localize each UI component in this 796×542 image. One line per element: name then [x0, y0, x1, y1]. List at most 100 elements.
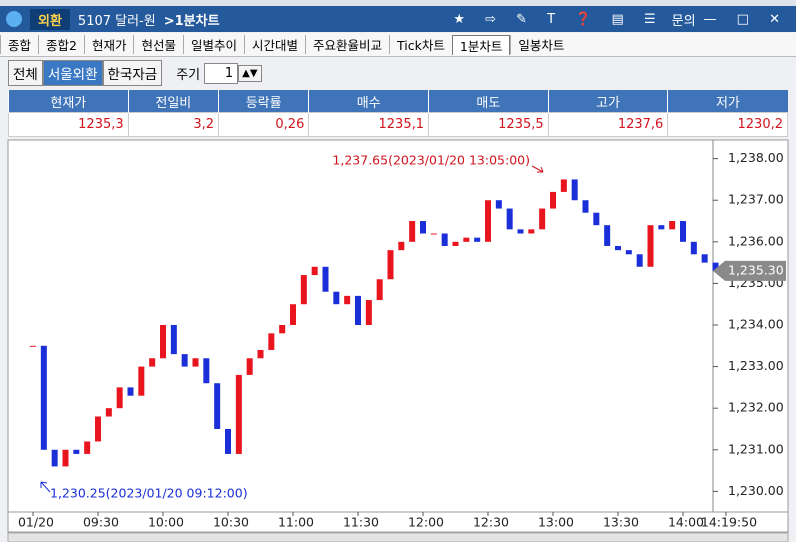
candle: [246, 358, 253, 375]
candle: [712, 262, 719, 271]
candle: [138, 366, 145, 396]
candle: [658, 225, 665, 230]
column-header: 현재가: [8, 90, 129, 113]
candle: [322, 266, 329, 292]
cell: 1230,2: [667, 112, 788, 137]
candle: [40, 345, 47, 450]
column-header: 전일비: [127, 90, 219, 113]
candle: [344, 295, 351, 305]
candle: [387, 250, 394, 280]
x-tick-label: 13:30: [603, 515, 639, 530]
tab[interactable]: 일별추이: [183, 35, 244, 54]
quote-table: 현재가 전일비 등락률 매수 매도 고가 저가 1235,3 3,2 0,26 1235,1 1235…: [8, 90, 788, 137]
tab[interactable]: 주요환율비교: [305, 35, 389, 54]
tab[interactable]: 현재가: [83, 35, 134, 54]
candle: [62, 449, 69, 467]
candle: [95, 416, 101, 442]
plot-area: [7, 139, 789, 513]
candle: [485, 200, 491, 242]
price-tag: [713, 260, 786, 281]
code[interactable]: 5107 달러-원: [77, 13, 156, 29]
filter-button[interactable]: 서울외환: [42, 60, 103, 86]
column-header: 고가: [547, 90, 668, 113]
y-tick-label: 1,232.00: [728, 400, 784, 415]
x-tick-label: 14:00: [668, 515, 704, 530]
candle: [636, 254, 643, 267]
x-tick-label: 12:30: [473, 515, 509, 530]
filter-button[interactable]: 한국자금: [102, 60, 163, 86]
price-tag-label: 1,235.30: [728, 262, 784, 277]
candle: [517, 229, 524, 234]
scrollbar: [7, 532, 789, 542]
cell: 3,2: [127, 112, 220, 137]
candle: [290, 304, 296, 325]
candle: [192, 358, 199, 367]
x-tick-label: 10:30: [213, 515, 249, 530]
candle: [127, 387, 134, 396]
candle: [506, 208, 513, 230]
column-header: 등락률: [217, 90, 309, 113]
cell: 1237,6: [547, 112, 669, 137]
x-tick-label: 13:00: [538, 515, 574, 530]
tool-icons[interactable]: ★ ⇨ ✎ T ❓ ▤ ☰: [453, 11, 664, 27]
low-arrow: [40, 481, 51, 493]
tab[interactable]: 일봉차트: [510, 35, 571, 54]
high-annotation: 1,237.65(2023/01/20 13:05:00): [332, 153, 530, 168]
y-tick-label: 1,236.00: [728, 233, 784, 248]
time-axis: [7, 511, 789, 533]
candle: [235, 374, 242, 454]
candle: [73, 449, 80, 454]
cell: 1235,1: [308, 112, 429, 137]
low-annotation: 1,230.25(2023/01/20 09:12:00): [50, 486, 248, 501]
y-tick-label: 1,230.00: [728, 483, 784, 498]
candle: [474, 237, 481, 242]
candle: [181, 354, 188, 367]
candle: [625, 250, 632, 255]
x-tick-label: 01/20: [18, 515, 54, 530]
candle: [30, 345, 36, 347]
x-tick-label: 10:00: [148, 515, 184, 530]
tab[interactable]: 현선물: [133, 35, 183, 54]
market[interactable]: 외환: [30, 8, 70, 30]
candle: [593, 212, 600, 226]
x-tick-label: 14:19:50: [701, 515, 757, 530]
spinner[interactable]: ▲▼: [238, 64, 262, 82]
filter-button[interactable]: 전체: [8, 60, 43, 86]
tab[interactable]: 종합2: [38, 35, 84, 54]
candle: [365, 300, 372, 325]
candle: [582, 200, 589, 213]
candle: [409, 221, 416, 242]
candle: [203, 358, 210, 384]
screen: >1분차트: [163, 13, 220, 29]
candle: [376, 279, 383, 301]
toolbar: 전체 서울외환 한국자금 주기 1 ▲▼: [0, 58, 796, 88]
candle: [333, 291, 340, 305]
candle: [214, 383, 221, 429]
candle: [571, 179, 578, 201]
candle: [225, 428, 231, 454]
tab[interactable]: 시간대별: [244, 35, 305, 54]
window-controls[interactable]: — □ ✕: [703, 11, 788, 27]
x-tick-label: 12:00: [408, 515, 444, 530]
candle: [690, 241, 697, 255]
candle: [268, 333, 275, 350]
tab[interactable]: 1분차트: [451, 34, 511, 55]
candle: [680, 221, 686, 242]
tab-bar: 종합 종합2 현재가 현선물 일별추이 시간대별 주요환율비교 Tick차트 1분차트 일봉차트: [0, 33, 796, 57]
period-input[interactable]: 1: [204, 62, 239, 84]
candle: [615, 245, 621, 251]
y-tick-label: 1,233.00: [728, 358, 784, 373]
tab[interactable]: 종합: [0, 35, 38, 54]
cell: 0,26: [217, 112, 310, 137]
column-header: 저가: [667, 90, 788, 113]
tab[interactable]: Tick차트: [389, 35, 452, 54]
help[interactable]: 문의: [671, 13, 696, 29]
candle: [669, 221, 676, 230]
candle: [170, 325, 177, 355]
top-strip: [0, 0, 796, 6]
candle: [105, 408, 112, 417]
candle: [647, 225, 654, 267]
candle: [495, 200, 502, 209]
